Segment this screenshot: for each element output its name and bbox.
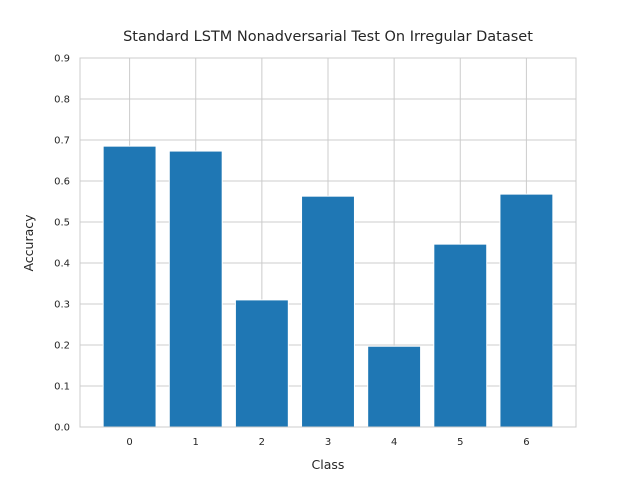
chart-title: Standard LSTM Nonadversarial Test On Irr… bbox=[123, 29, 533, 45]
bar-class-0 bbox=[102, 145, 157, 428]
y-tick-label: 0.9 bbox=[54, 54, 70, 65]
bar-class-6 bbox=[499, 193, 554, 428]
y-axis-label: Accuracy bbox=[21, 214, 36, 272]
x-tick-label: 0 bbox=[126, 437, 132, 448]
plot-frame bbox=[79, 57, 577, 428]
bar-class-2 bbox=[234, 299, 289, 428]
y-tick-label: 0.2 bbox=[54, 341, 70, 352]
y-tick-label: 0.4 bbox=[54, 259, 70, 270]
x-tick-label: 2 bbox=[259, 437, 265, 448]
y-tick-label: 0.3 bbox=[54, 300, 70, 311]
tick-layer: 0.0 0.1 0.2 0.3 0.4 0.5 0.6 0.7 0.8 0.9 0 1 2 3 4 5 6 bbox=[54, 54, 529, 449]
x-tick-label: 5 bbox=[457, 437, 463, 448]
x-tick-label: 6 bbox=[523, 437, 529, 448]
x-tick-label: 3 bbox=[325, 437, 331, 448]
y-tick-label: 0.0 bbox=[54, 423, 70, 434]
y-tick-label: 0.6 bbox=[54, 177, 70, 188]
x-tick-label: 4 bbox=[391, 437, 397, 448]
x-axis-label: Class bbox=[312, 457, 345, 472]
bar-class-5 bbox=[433, 243, 488, 428]
y-tick-label: 0.7 bbox=[54, 136, 70, 147]
x-tick-label: 1 bbox=[193, 437, 199, 448]
bar-class-4 bbox=[367, 345, 422, 428]
bar-class-1 bbox=[168, 150, 223, 428]
y-tick-label: 0.1 bbox=[54, 382, 70, 393]
bar-class-3 bbox=[301, 195, 355, 428]
bar-layer bbox=[102, 145, 554, 428]
y-tick-label: 0.8 bbox=[54, 95, 70, 106]
y-tick-label: 0.5 bbox=[54, 218, 70, 229]
